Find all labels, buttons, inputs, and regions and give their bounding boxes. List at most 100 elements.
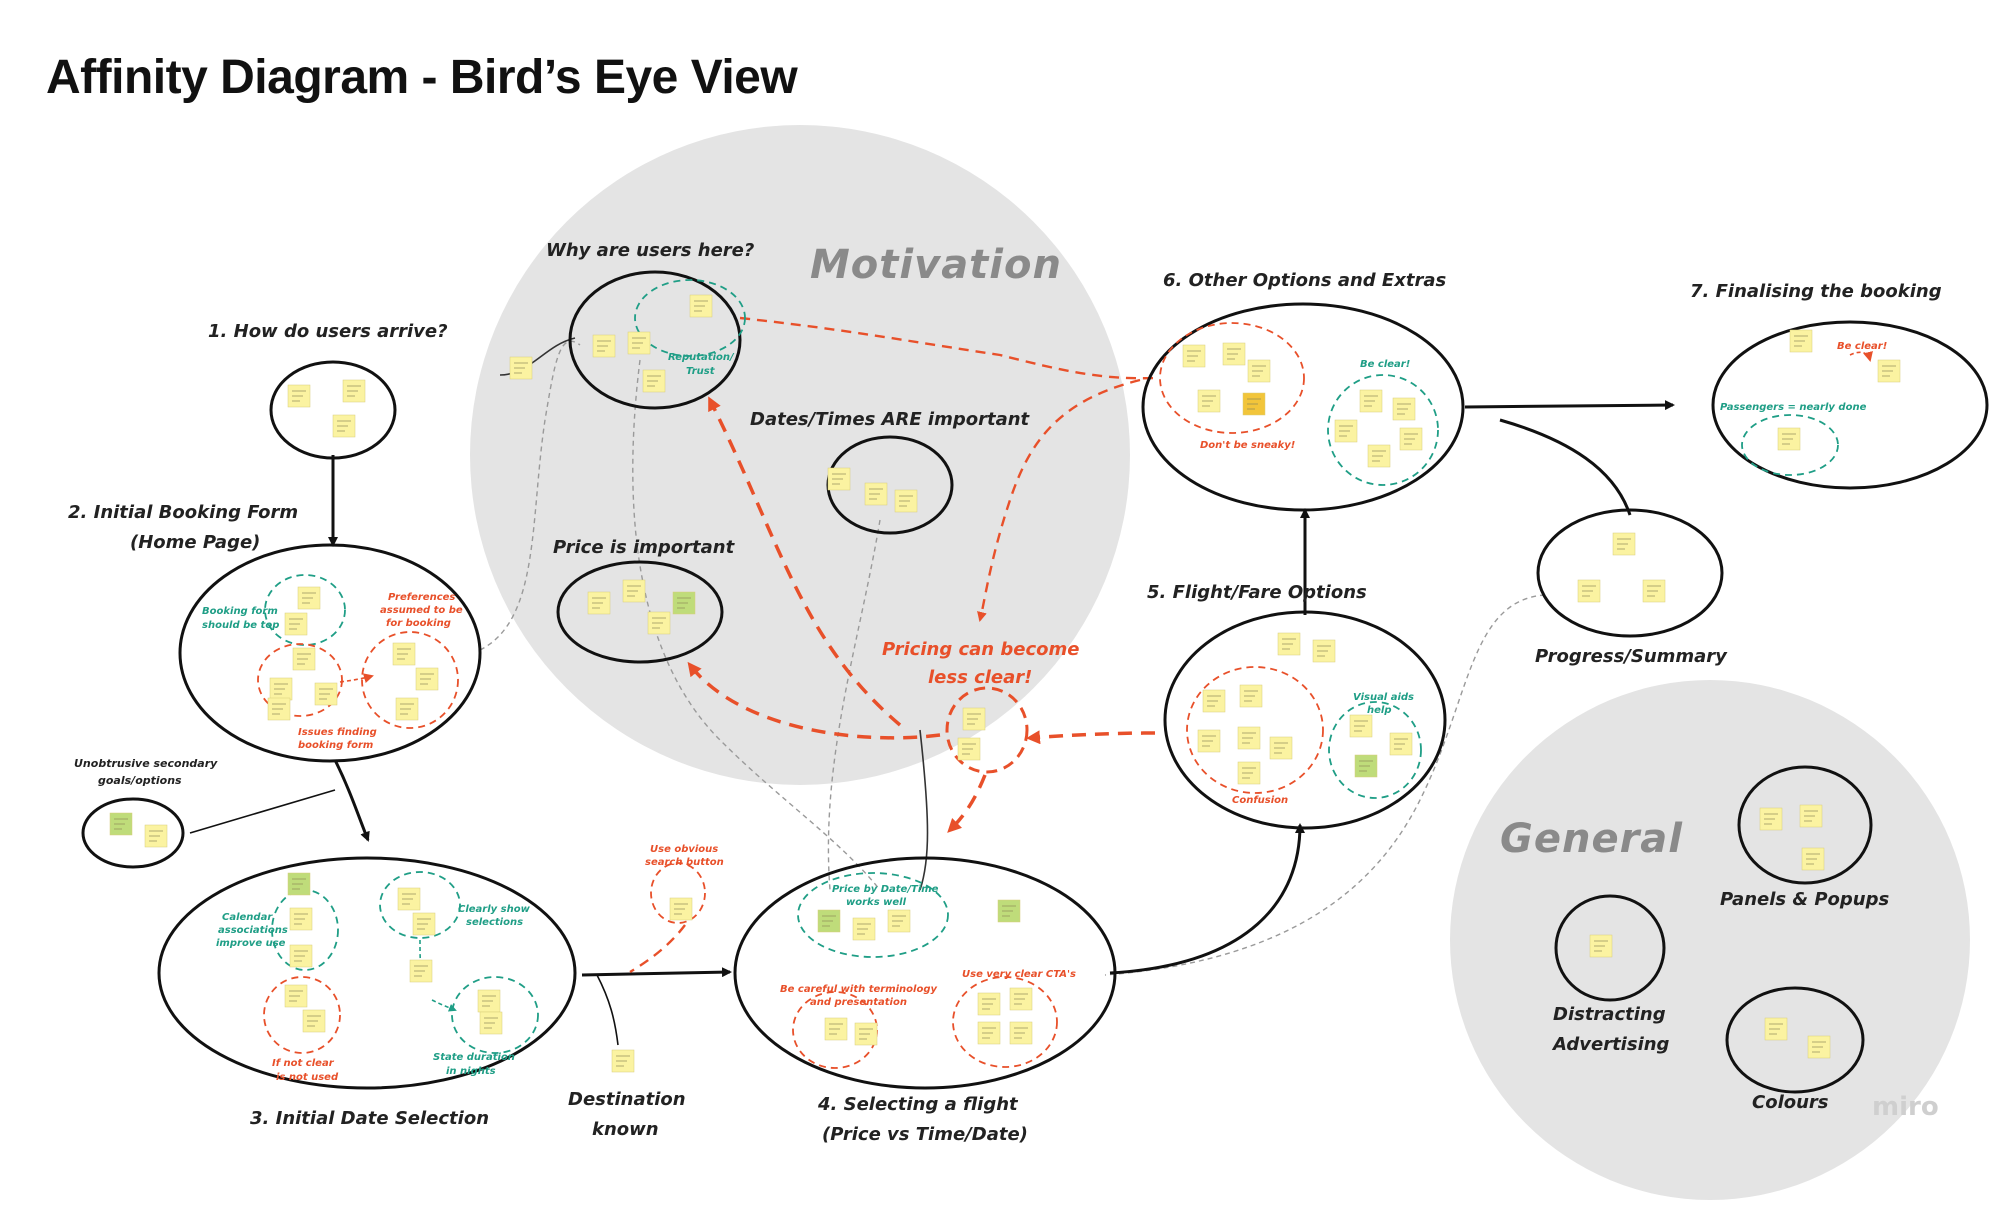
label-booking-form-1: 2. Initial Booking Form <box>68 502 298 523</box>
sublabel-price-by-date-1: Price by Date/Time <box>832 884 939 895</box>
cluster-finalising[interactable] <box>1711 320 1989 490</box>
motivation-zone <box>470 125 1130 785</box>
sublabel-reputation-1: Reputation/ <box>668 352 735 363</box>
sublabel-booking-top-1: Booking form <box>202 606 278 617</box>
cluster-why-here[interactable] <box>568 270 742 410</box>
red-arrow-flight-to-pricing <box>1026 730 1156 745</box>
sub-confusion <box>1186 666 1324 794</box>
sublabel-dont-sneaky: Don't be sneaky! <box>1200 440 1295 451</box>
sub-arrow-state-duration <box>431 999 457 1012</box>
cluster-colours[interactable] <box>1725 986 1865 1094</box>
sub-pricing-clear <box>945 686 1029 774</box>
cluster-other-options[interactable] <box>1141 302 1465 512</box>
sublabel-not-clear-1: If not clear <box>272 1058 335 1069</box>
arrow-3-to-4 <box>581 967 732 978</box>
sublabel-not-clear-2: is not used <box>276 1072 339 1083</box>
label-distracting-1: Distracting <box>1553 1004 1666 1025</box>
sub-issues <box>257 643 343 717</box>
label-pricing-2: less clear! <box>928 667 1032 688</box>
label-selecting-2: (Price vs Time/Date) <box>822 1124 1028 1145</box>
connector-thin-1 <box>499 337 576 376</box>
connector-7-progress <box>1499 418 1632 516</box>
cluster-selecting-flight[interactable] <box>733 856 1117 1090</box>
sublabel-be-clear-7: Be clear! <box>1837 341 1887 352</box>
red-arrow-pricing-to-price <box>687 661 941 740</box>
sublabel-price-by-date-2: works well <box>846 897 907 908</box>
arrow-6-to-7 <box>1464 400 1675 411</box>
red-line-search-to-date <box>629 924 686 974</box>
label-progress: Progress/Summary <box>1535 646 1728 667</box>
cluster-arrive[interactable] <box>269 360 397 460</box>
connector-3-destination <box>596 974 619 1046</box>
sublabel-calendar-3: improve use <box>216 938 286 949</box>
cluster-date-selection[interactable] <box>157 856 577 1090</box>
label-arrive: 1. How do users arrive? <box>208 321 448 342</box>
cluster-unobtrusive[interactable] <box>81 797 185 869</box>
label-selecting-1: 4. Selecting a flight <box>817 1094 1019 1115</box>
label-colours: Colours <box>1752 1092 1829 1113</box>
motivation-zone-label: Motivation <box>810 242 1062 288</box>
sub-arrow-clearly-show <box>416 939 425 977</box>
sub-arrow-be-clear-7 <box>1849 351 1873 362</box>
label-dates-important: Dates/Times ARE important <box>750 409 1031 430</box>
sublabel-preferences-2: assumed to be <box>380 605 463 616</box>
connector-thin-2 <box>919 729 929 891</box>
sublabel-booking-top-2: should be top <box>202 620 279 631</box>
sublabel-careful-1: Be careful with terminology <box>780 984 937 995</box>
sublabel-issues-1: Issues finding <box>298 727 377 738</box>
cluster-flight-fare[interactable] <box>1163 610 1447 830</box>
red-line-why-to-options <box>739 316 1156 380</box>
sub-price-by-date <box>797 872 949 958</box>
sub-state-duration <box>451 976 539 1054</box>
sublabel-preferences-1: Preferences <box>388 592 455 603</box>
general-zone <box>1450 680 1970 1200</box>
sub-clearly-show <box>379 871 461 939</box>
sub-obvious-search <box>650 862 706 924</box>
label-flight-fare: 5. Flight/Fare Options <box>1147 582 1367 603</box>
red-arrow-pricing-to-why <box>708 396 902 727</box>
sublabel-passengers: Passengers = nearly done <box>1720 402 1867 413</box>
page-title: Affinity Diagram - Bird’s Eye View <box>46 51 798 104</box>
sublabel-be-clear-6: Be clear! <box>1360 359 1410 370</box>
sublabel-visual-aids-1: Visual aids <box>1353 692 1414 703</box>
arrow-2-to-3 <box>333 759 370 842</box>
connector-gray-1 <box>479 340 581 651</box>
connector-unobtrusive <box>189 789 336 834</box>
sticky-notes <box>109 294 1901 1073</box>
label-date-selection: 3. Initial Date Selection <box>250 1108 489 1129</box>
label-price-important: Price is important <box>553 537 736 558</box>
sublabel-obvious-search-1: Use obvious <box>650 844 718 855</box>
miro-watermark: miro <box>1872 1092 1939 1122</box>
sublabel-state-duration-2: in nights <box>446 1066 496 1077</box>
sublabel-issues-2: booking form <box>298 740 373 751</box>
sublabel-reputation-2: Trust <box>686 366 716 377</box>
cluster-distracting[interactable] <box>1554 894 1666 1002</box>
sublabel-clearly-show-2: selections <box>466 917 523 928</box>
sublabel-visual-aids-2: help <box>1367 705 1392 716</box>
label-other-options: 6. Other Options and Extras <box>1163 270 1446 291</box>
sublabel-state-duration-1: State duration <box>433 1052 515 1063</box>
label-panels: Panels & Popups <box>1720 889 1889 910</box>
general-zone-label: General <box>1500 816 1683 862</box>
sub-arrow-issues-pref <box>339 673 374 684</box>
sub-not-clear <box>263 976 341 1054</box>
label-unobtrusive-2: goals/options <box>98 774 182 787</box>
sub-booking-top <box>264 574 346 646</box>
sub-clear-ctas <box>952 976 1058 1068</box>
label-finalising: 7. Finalising the booking <box>1690 281 1942 302</box>
sub-dont-sneaky <box>1159 322 1305 434</box>
sublabel-confusion: Confusion <box>1232 795 1288 806</box>
cluster-progress[interactable] <box>1536 508 1724 638</box>
label-distracting-2: Advertising <box>1551 1034 1670 1055</box>
cluster-price-important[interactable] <box>556 560 724 664</box>
sublabel-careful-2: and presentation <box>810 997 907 1008</box>
connector-gray-3 <box>827 519 881 891</box>
cluster-booking-form[interactable] <box>178 543 482 763</box>
sub-be-clear-6 <box>1327 374 1439 486</box>
label-unobtrusive-1: Unobtrusive secondary <box>74 757 218 770</box>
sub-passengers <box>1741 414 1839 476</box>
red-arrow-pricing-to-select <box>947 774 987 833</box>
label-destination-1: Destination <box>568 1089 686 1110</box>
cluster-panels[interactable] <box>1737 765 1873 885</box>
